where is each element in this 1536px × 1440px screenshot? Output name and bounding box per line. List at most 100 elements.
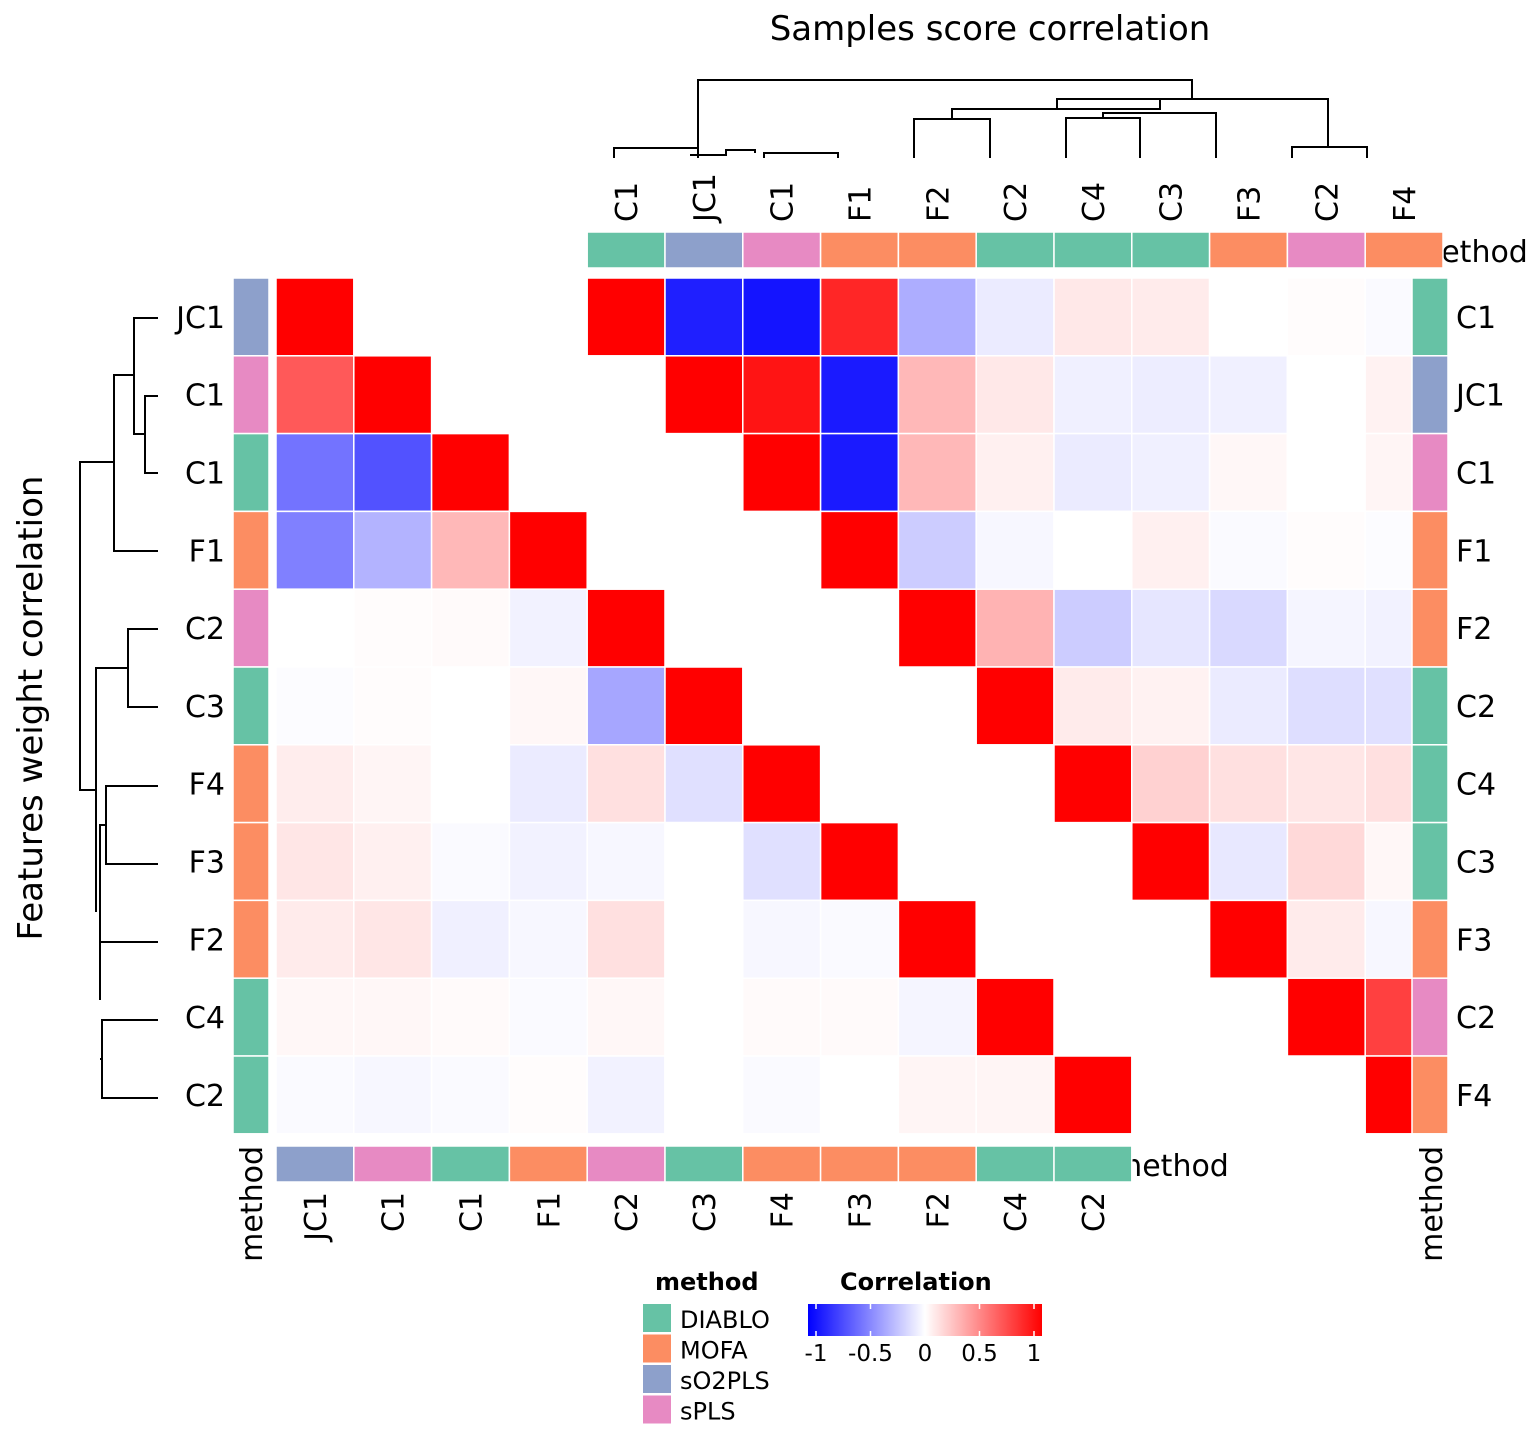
samples-cell	[1208, 588, 1289, 668]
samples-column-annotation	[897, 231, 977, 269]
features-cell	[586, 899, 666, 979]
legend-tick-label: -0.5	[848, 1341, 893, 1367]
samples-row-label: C1	[1456, 457, 1496, 492]
features-cell	[275, 666, 355, 746]
samples-cell	[897, 588, 977, 668]
features-cell	[664, 744, 744, 824]
samples-cell	[1208, 666, 1289, 746]
samples-row-annotation	[1411, 355, 1449, 435]
samples-cell	[1131, 432, 1211, 513]
samples-cell	[1131, 666, 1211, 746]
samples-row-annotation	[1411, 899, 1449, 979]
features-cell	[508, 899, 588, 979]
samples-column-label: F3	[1233, 186, 1268, 222]
features-row-annotation	[232, 277, 270, 357]
samples-cell	[1053, 666, 1133, 746]
samples-row-annotation	[1411, 588, 1449, 668]
samples-column-label: C3	[1155, 182, 1190, 222]
features-row-annotation	[232, 588, 270, 668]
samples-cell	[586, 277, 666, 357]
samples-cell	[742, 277, 822, 357]
samples-cell	[1131, 355, 1211, 435]
features-cell	[353, 510, 433, 590]
features-row-label: C4	[185, 1001, 225, 1036]
samples-dendrogram	[613, 79, 1368, 158]
features-cell	[430, 899, 511, 979]
features-row-annotation	[232, 1055, 270, 1135]
samples-column-label: C4	[1077, 182, 1112, 222]
legend-tick-label: 0.5	[961, 1341, 998, 1367]
features-cell	[586, 977, 666, 1057]
features-column-annotation	[430, 1145, 511, 1183]
features-row-label: F3	[189, 846, 225, 881]
samples-cell	[819, 277, 900, 357]
samples-row-label: JC1	[1454, 379, 1505, 414]
samples-cell	[897, 432, 977, 513]
legend-method-label: sO2PLS	[680, 1367, 770, 1395]
samples-cell	[1286, 821, 1366, 902]
samples-cell	[1286, 899, 1366, 979]
features-column-annotation	[1053, 1145, 1133, 1183]
features-cell	[430, 432, 511, 513]
features-row-annotation	[232, 744, 270, 824]
features-cell	[508, 977, 588, 1057]
legend-method-label: MOFA	[680, 1337, 748, 1365]
features-dendrogram	[79, 317, 158, 1099]
samples-column-label: C2	[1310, 182, 1345, 222]
features-column-annotation	[353, 1145, 433, 1183]
samples-cell	[1208, 355, 1289, 435]
samples-cell	[819, 510, 900, 590]
features-cell	[275, 1055, 355, 1135]
features-cell	[819, 1055, 900, 1135]
features-cell	[353, 666, 433, 746]
features-cell	[897, 899, 977, 979]
samples-cell	[1208, 432, 1289, 513]
features-cell	[275, 977, 355, 1057]
samples-cell	[1131, 821, 1211, 902]
features-column-annotation	[275, 1145, 355, 1183]
samples-cell	[1053, 510, 1133, 590]
samples-cell	[975, 277, 1055, 357]
samples-row-annotation	[1411, 821, 1449, 902]
features-cell	[275, 899, 355, 979]
samples-cell	[664, 277, 744, 357]
features-cell	[819, 821, 900, 902]
samples-cell	[1286, 432, 1366, 513]
samples-cell	[897, 355, 977, 435]
features-cell	[430, 510, 511, 590]
samples-column-annotation	[1053, 231, 1133, 269]
features-cell	[353, 432, 433, 513]
features-cell	[586, 744, 666, 824]
features-cell	[742, 899, 822, 979]
samples-column-label: F2	[921, 186, 956, 222]
right-annotation-label: method	[1415, 1146, 1450, 1262]
features-column-label: C3	[688, 1192, 723, 1232]
legend-swatch	[643, 1334, 671, 1363]
legend-correlation-title: Correlation	[840, 1268, 992, 1296]
samples-cell	[975, 666, 1055, 746]
features-cell	[430, 588, 511, 668]
features-column-label: F1	[532, 1192, 567, 1228]
features-row-annotation	[232, 899, 270, 979]
features-cell	[664, 1055, 744, 1135]
samples-cell	[1208, 744, 1289, 824]
features-cell	[430, 821, 511, 902]
samples-cell	[1286, 355, 1366, 435]
features-cell	[275, 744, 355, 824]
samples-column-annotation	[742, 231, 822, 269]
samples-cell	[1053, 355, 1133, 435]
samples-heatmap: C1 JC1 C1 F1 F2 C2 C4 C3 F3 C2 F4 C1 JC1 C1 F1 F2 C2 C4 C3…	[586, 173, 1505, 1135]
samples-row-label: F2	[1456, 612, 1492, 647]
samples-row-annotation	[1411, 277, 1449, 357]
features-row-label: C2	[185, 612, 225, 647]
features-cell	[664, 899, 744, 979]
features-row-label: JC1	[174, 301, 225, 336]
samples-cell	[1208, 277, 1289, 357]
samples-cell	[1131, 588, 1211, 668]
samples-row-label: C4	[1456, 768, 1496, 803]
samples-row-annotation	[1411, 1055, 1449, 1135]
samples-row-annotation	[1411, 977, 1449, 1057]
features-column-label: C1	[377, 1192, 412, 1232]
features-cell	[975, 977, 1055, 1057]
features-column-label: C4	[999, 1192, 1034, 1232]
